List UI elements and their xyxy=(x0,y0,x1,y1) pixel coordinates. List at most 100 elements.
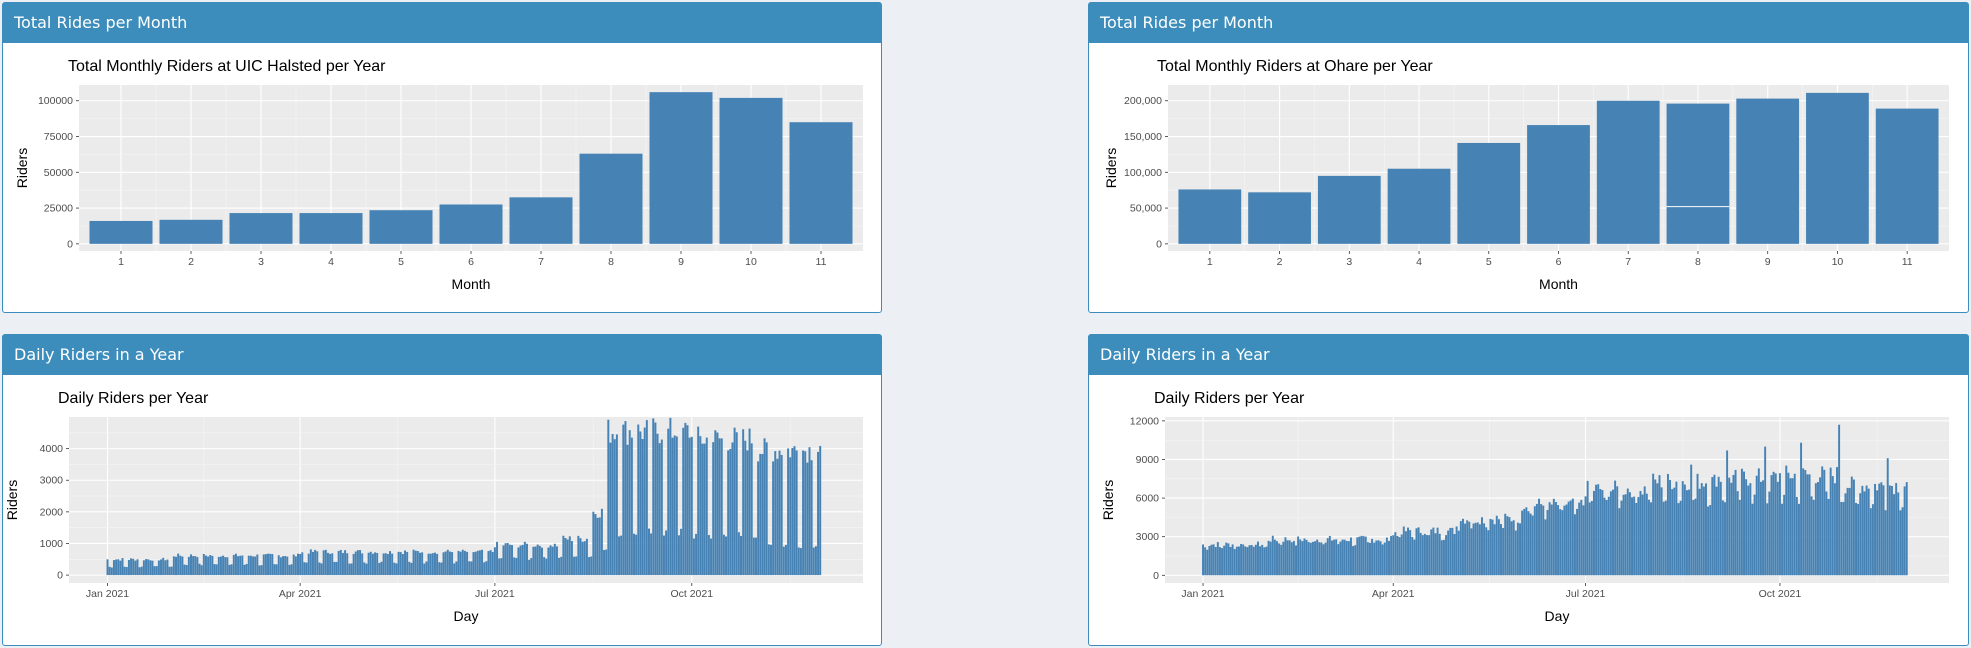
bar-day xyxy=(470,561,473,576)
bar-day xyxy=(183,564,186,576)
bar-day xyxy=(119,560,122,576)
bar-day xyxy=(1726,450,1729,576)
bar-day xyxy=(1895,483,1898,576)
bar-day xyxy=(1736,491,1739,576)
bar-day xyxy=(686,425,689,576)
bar-day xyxy=(1333,539,1336,576)
bar-day xyxy=(579,538,582,576)
bar-day xyxy=(703,443,706,576)
bar-day xyxy=(716,432,719,576)
bar-day xyxy=(1681,481,1684,576)
bar-day xyxy=(192,556,195,576)
bar-day xyxy=(1299,539,1302,576)
bar-day xyxy=(160,559,163,576)
bar-day xyxy=(382,553,385,576)
bar-day xyxy=(1569,500,1572,576)
x-tick-label: 7 xyxy=(1625,256,1631,268)
bar-day xyxy=(1273,539,1276,576)
bar-day xyxy=(307,553,310,576)
bar-day xyxy=(151,560,154,576)
bar-day xyxy=(735,432,738,576)
bar-day xyxy=(1497,519,1500,576)
bar-day xyxy=(1588,502,1591,576)
bar-day xyxy=(1459,521,1462,576)
bar-day xyxy=(1360,535,1363,576)
bar-day xyxy=(1326,538,1329,576)
bar-day xyxy=(1394,532,1397,576)
bar-day xyxy=(127,559,130,576)
bar-day xyxy=(615,434,618,576)
bar-day xyxy=(110,567,113,576)
bar-day xyxy=(1347,541,1350,576)
bar-day xyxy=(594,513,597,576)
bar-day xyxy=(267,553,270,576)
bar-day xyxy=(660,439,663,576)
bar-day xyxy=(551,546,554,576)
bar-day xyxy=(112,560,115,576)
bar-day xyxy=(1510,521,1513,576)
bar-day xyxy=(778,450,781,576)
bar-day xyxy=(1369,542,1371,576)
daily-riders-uic-chart: Daily Riders per Year Day Riders 0 1000 2000 3… xyxy=(4,390,863,624)
bar-day xyxy=(523,541,526,576)
bar-day xyxy=(1447,530,1450,576)
bar-day xyxy=(1487,530,1490,576)
bar-day xyxy=(1734,469,1737,576)
bar-day xyxy=(350,563,353,576)
bar-day xyxy=(429,553,432,576)
bar-day xyxy=(474,551,477,576)
bar-day xyxy=(453,563,456,576)
bar-day xyxy=(423,563,426,576)
bar-day xyxy=(757,461,760,576)
bar-day xyxy=(1468,521,1471,576)
bar-month-9 xyxy=(1736,98,1800,244)
bar-day xyxy=(1423,533,1426,576)
bar-day xyxy=(198,563,201,576)
y-tick-label: 3000 xyxy=(1136,531,1160,543)
bar-day xyxy=(1263,547,1266,576)
bar-day xyxy=(209,555,212,576)
bar-day xyxy=(1808,474,1811,576)
bar-day xyxy=(1390,535,1393,576)
bar-day xyxy=(647,528,650,576)
chart-area: Daily Riders per Year Day Riders 0 1000 2000 3… xyxy=(3,375,881,644)
bar-day xyxy=(442,552,445,576)
bar-day xyxy=(1417,527,1420,576)
y-tick-label: 2000 xyxy=(40,506,64,518)
x-tick-label: 9 xyxy=(1765,256,1771,268)
chart-title: Daily Riders per Year xyxy=(1154,390,1305,407)
bar-day xyxy=(1622,494,1625,576)
bar-day xyxy=(1772,471,1775,576)
bar-day xyxy=(1208,545,1211,576)
bar-day xyxy=(1683,484,1686,576)
bar-day xyxy=(1867,488,1870,576)
bar-day xyxy=(1633,496,1636,576)
bar-day xyxy=(812,547,815,576)
bar-day xyxy=(108,566,111,576)
bar-day xyxy=(710,538,713,576)
bar-month-6 xyxy=(439,204,503,244)
x-tick-label: 6 xyxy=(1556,256,1562,268)
bar-day xyxy=(1874,483,1877,576)
bar-day xyxy=(1901,507,1904,576)
bar-day xyxy=(707,535,710,576)
box-header-title: Total Rides per Month xyxy=(1089,3,1968,43)
bar-day xyxy=(1269,541,1272,576)
bar-day xyxy=(1559,509,1562,576)
bar-day xyxy=(1527,511,1530,576)
bar-day xyxy=(1516,522,1519,576)
bar-day xyxy=(613,439,616,576)
bar-day xyxy=(1800,442,1803,576)
bar-day xyxy=(1776,481,1779,576)
y-tick-label: 0 xyxy=(67,238,73,250)
bar-day xyxy=(451,552,454,576)
bar-day xyxy=(515,557,518,576)
bar-day xyxy=(1381,544,1384,576)
bar-day xyxy=(1717,476,1720,576)
bar-day xyxy=(414,550,417,576)
bar-month-6 xyxy=(1527,125,1590,244)
bar-day xyxy=(1768,491,1771,576)
bar-day xyxy=(1250,545,1253,576)
x-tick-label: 10 xyxy=(1832,256,1844,268)
bar-day xyxy=(1766,503,1769,576)
